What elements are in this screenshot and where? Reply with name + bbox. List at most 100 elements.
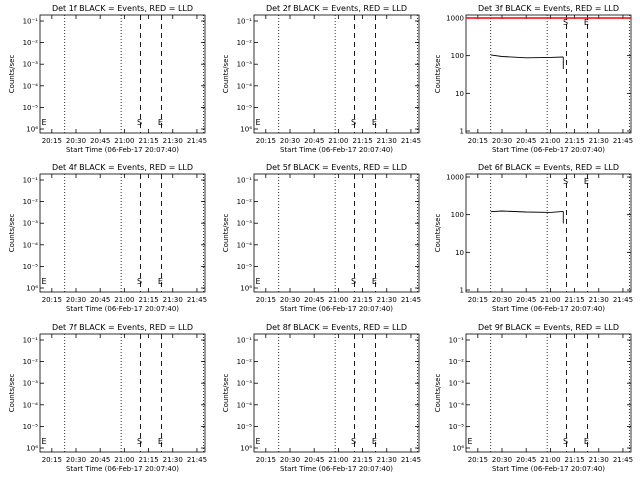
x-tick-label: 20:30 <box>66 296 86 304</box>
y-tick-label: 10⁻⁴ <box>23 401 39 409</box>
x-tick-label: 21:15 <box>352 456 372 464</box>
marker-label-s: S <box>351 277 356 286</box>
panel-title: Det 2f BLACK = Events, RED = LLD <box>266 4 407 13</box>
x-tick-label: 21:45 <box>401 137 421 145</box>
y-tick-label: 10⁻⁴ <box>237 241 253 249</box>
y-tick-label: 10⁻³ <box>237 380 253 388</box>
y-tick-label: 10⁻¹ <box>23 337 39 345</box>
x-tick-label: 21:45 <box>187 296 207 304</box>
panel-title: Det 8f BLACK = Events, RED = LLD <box>266 323 407 332</box>
x-tick-label: 21:45 <box>613 296 633 304</box>
x-tick-label: 21:00 <box>540 456 560 464</box>
x-tick-label: 21:30 <box>377 296 397 304</box>
x-tick-label: 21:45 <box>187 456 207 464</box>
panel-title: Det 9f BLACK = Events, RED = LLD <box>478 323 619 332</box>
x-tick-label: 20:15 <box>42 296 62 304</box>
panel-det-9: Det 9f BLACK = Events, RED = LLD Counts/s… <box>434 323 633 473</box>
y-tick-label: 10⁻⁴ <box>449 401 465 409</box>
x-tick-label: 21:30 <box>377 456 397 464</box>
panel-det-1: Det 1f BLACK = Events, RED = LLD Counts/s… <box>8 4 207 154</box>
x-tick-label: 20:45 <box>90 296 110 304</box>
x-tick-label: 20:30 <box>280 456 300 464</box>
x-tick-label: 21:15 <box>138 456 158 464</box>
marker-label-e: E <box>372 437 377 446</box>
x-tick-label: 20:30 <box>492 296 512 304</box>
y-tick-label: 10⁶ <box>26 285 38 293</box>
plot-frame <box>39 14 206 134</box>
x-tick-label: 21:30 <box>163 296 183 304</box>
panel-det-2: Det 2f BLACK = Events, RED = LLD Counts/s… <box>222 4 421 154</box>
y-tick-label: 10⁶ <box>240 285 252 293</box>
marker-label-s: S <box>137 277 142 286</box>
y-tick-label: 10⁻² <box>237 39 253 47</box>
x-tick-label: 21:15 <box>564 456 584 464</box>
x-tick-label: 20:30 <box>492 456 512 464</box>
x-tick-label: 21:30 <box>377 137 397 145</box>
y-tick-label: 1000 <box>446 15 464 23</box>
y-tick-label: 10⁻³ <box>237 220 253 228</box>
marker-label-e: E <box>584 177 589 186</box>
panel-title: Det 3f BLACK = Events, RED = LLD <box>478 4 619 13</box>
y-tick-label: 10⁻¹ <box>449 337 465 345</box>
plot-frame <box>465 14 632 134</box>
x-tick-label: 21:00 <box>540 137 560 145</box>
x-tick-label: 20:45 <box>516 456 536 464</box>
y-axis-label: Counts/sec <box>222 214 230 253</box>
y-tick-label: 10⁻² <box>23 39 39 47</box>
y-tick-label: 1 <box>460 287 464 295</box>
x-tick-label: 21:00 <box>328 137 348 145</box>
marker-label-s: S <box>351 118 356 127</box>
x-tick-label: 20:45 <box>90 456 110 464</box>
y-tick-label: 10⁶ <box>240 126 252 134</box>
y-tick-label: 10⁻² <box>237 358 253 366</box>
y-tick-label: 10⁻³ <box>237 61 253 69</box>
x-tick-label: 21:15 <box>352 296 372 304</box>
marker-label-e: E <box>158 277 163 286</box>
y-tick-label: 10 <box>455 249 464 257</box>
panel-det-7: Det 7f BLACK = Events, RED = LLD Counts/s… <box>8 323 207 473</box>
x-tick-label: 20:15 <box>256 456 276 464</box>
x-tick-label: 21:15 <box>138 137 158 145</box>
marker-label-s: S <box>137 437 142 446</box>
marker-label-e: E <box>372 118 377 127</box>
y-tick-label: 10⁻³ <box>23 61 39 69</box>
marker-label-s: S <box>563 18 568 27</box>
plot-frame <box>39 173 206 293</box>
x-tick-label: 20:15 <box>256 137 276 145</box>
x-tick-label: 20:15 <box>468 456 488 464</box>
panel-det-5: Det 5f BLACK = Events, RED = LLD Counts/s… <box>222 163 421 313</box>
y-tick-label: 10⁻² <box>449 358 465 366</box>
x-tick-label: 20:45 <box>304 456 324 464</box>
y-tick-label: 10⁻⁵ <box>23 423 39 431</box>
panel-det-3: Det 3f BLACK = Events, RED = LLD Counts/s… <box>434 4 633 154</box>
y-tick-label: 10⁻¹ <box>237 18 253 26</box>
x-tick-label: 20:30 <box>280 137 300 145</box>
y-tick-label: 10⁻⁵ <box>23 263 39 271</box>
y-axis-label: Counts/sec <box>434 214 442 253</box>
marker-label-e: E <box>584 437 589 446</box>
marker-label-left: E <box>255 277 260 286</box>
plot-frame <box>465 173 632 293</box>
plot-frame <box>253 333 420 453</box>
x-axis-label: Start Time (06-Feb-17 20:07:40) <box>280 146 393 154</box>
y-tick-label: 10⁻³ <box>23 220 39 228</box>
x-tick-label: 21:30 <box>589 456 609 464</box>
plot-frame <box>253 173 420 293</box>
x-tick-label: 20:45 <box>304 137 324 145</box>
y-tick-label: 10 <box>455 90 464 98</box>
series-events <box>490 54 564 59</box>
x-tick-label: 20:30 <box>66 456 86 464</box>
x-tick-label: 21:15 <box>352 137 372 145</box>
y-tick-label: 10⁻⁵ <box>237 263 253 271</box>
panel-det-8: Det 8f BLACK = Events, RED = LLD Counts/s… <box>222 323 421 473</box>
y-tick-label: 10⁻¹ <box>23 18 39 26</box>
y-tick-label: 10⁻⁵ <box>23 104 39 112</box>
x-tick-label: 21:15 <box>564 296 584 304</box>
x-axis-label: Start Time (06-Feb-17 20:07:40) <box>492 305 605 313</box>
x-tick-label: 20:45 <box>516 296 536 304</box>
x-axis-label: Start Time (06-Feb-17 20:07:40) <box>66 146 179 154</box>
y-axis-label: Counts/sec <box>434 55 442 94</box>
y-tick-label: 10⁻³ <box>23 380 39 388</box>
marker-label-e: E <box>584 18 589 27</box>
panel-det-6: Det 6f BLACK = Events, RED = LLD Counts/s… <box>434 163 633 313</box>
